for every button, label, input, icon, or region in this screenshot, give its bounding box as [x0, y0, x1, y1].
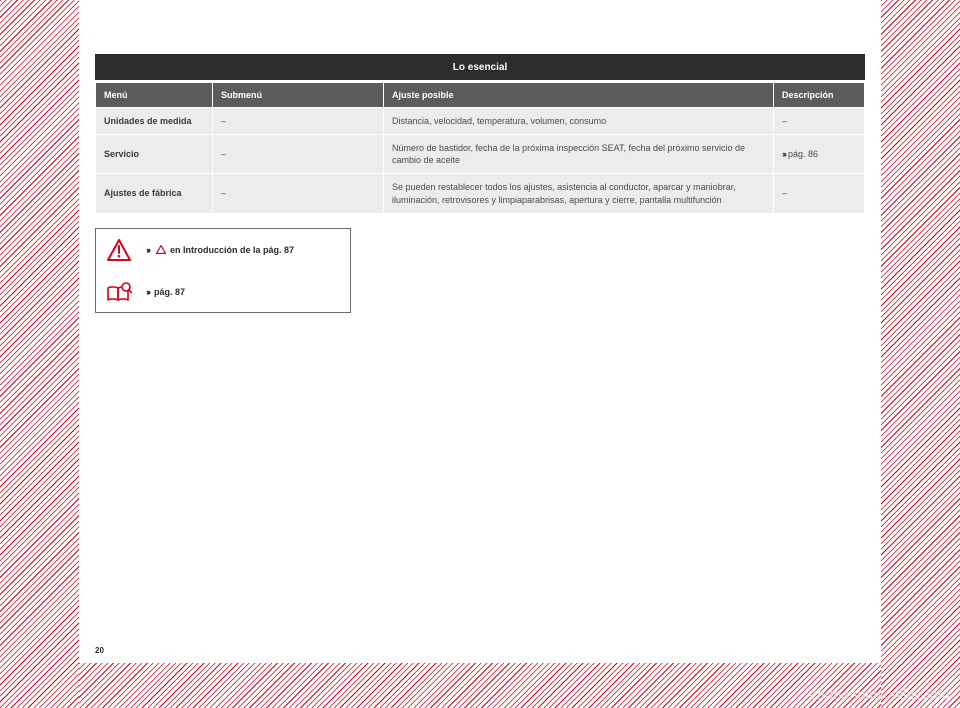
manual-book-icon [106, 282, 132, 302]
cell-menu: Unidades de medida [96, 108, 212, 134]
chevron-prefix: ››› [146, 245, 149, 255]
settings-table: Menú Submenú Ajuste posible Descripción … [95, 82, 865, 214]
cell-menu: Ajustes de fábrica [96, 174, 212, 212]
cell-submenu: – [213, 135, 383, 173]
cell-ajuste: Distancia, velocidad, temperatura, volum… [384, 108, 773, 134]
table-header-row: Menú Submenú Ajuste posible Descripción [96, 83, 864, 107]
chevron-prefix: ››› [146, 287, 149, 297]
note-warning-row: ››› en Introducción de la pág. 87 [96, 229, 350, 271]
note-manual-text: ››› pág. 87 [146, 287, 185, 297]
watermark: carmanualsonline.info [810, 686, 950, 702]
chevron-prefix: ››› [782, 149, 785, 159]
section-title-bar: Lo esencial [95, 54, 865, 80]
cell-menu: Servicio [96, 135, 212, 173]
table-row: Servicio – Número de bastidor, fecha de … [96, 135, 864, 173]
notes-box: ››› en Introducción de la pág. 87 [95, 228, 351, 313]
section-title: Lo esencial [453, 62, 507, 73]
cell-descripcion: – [774, 174, 864, 212]
cell-ajuste: Número de bastidor, fecha de la próxima … [384, 135, 773, 173]
note-warning-text: ››› en Introducción de la pág. 87 [146, 245, 294, 255]
th-submenu: Submenú [213, 83, 383, 107]
cell-ajuste: Se pueden restablecer todos los ajustes,… [384, 174, 773, 212]
desc-text: pág. 86 [788, 149, 818, 159]
cell-submenu: – [213, 108, 383, 134]
left-margin-hatching [0, 0, 79, 708]
page-number: 20 [95, 646, 104, 655]
th-descripcion: Descripción [774, 83, 864, 107]
note-manual-row: ››› pág. 87 [96, 271, 350, 312]
cell-descripcion: ›››pág. 86 [774, 135, 864, 173]
table-row: Unidades de medida – Distancia, velocida… [96, 108, 864, 134]
th-ajuste: Ajuste posible [384, 83, 773, 107]
page-content: Lo esencial Menú Submenú Ajuste posible … [79, 0, 881, 663]
note-text-content: pág. 87 [154, 287, 185, 297]
warning-triangle-mini-icon [156, 245, 166, 254]
table-row: Ajustes de fábrica – Se pueden restablec… [96, 174, 864, 212]
th-menu: Menú [96, 83, 212, 107]
cell-descripcion: – [774, 108, 864, 134]
right-margin-hatching [881, 0, 960, 708]
bottom-hatching [79, 663, 881, 708]
warning-triangle-icon [106, 239, 132, 261]
note-text-content: en Introducción de la pág. 87 [170, 245, 294, 255]
cell-submenu: – [213, 174, 383, 212]
